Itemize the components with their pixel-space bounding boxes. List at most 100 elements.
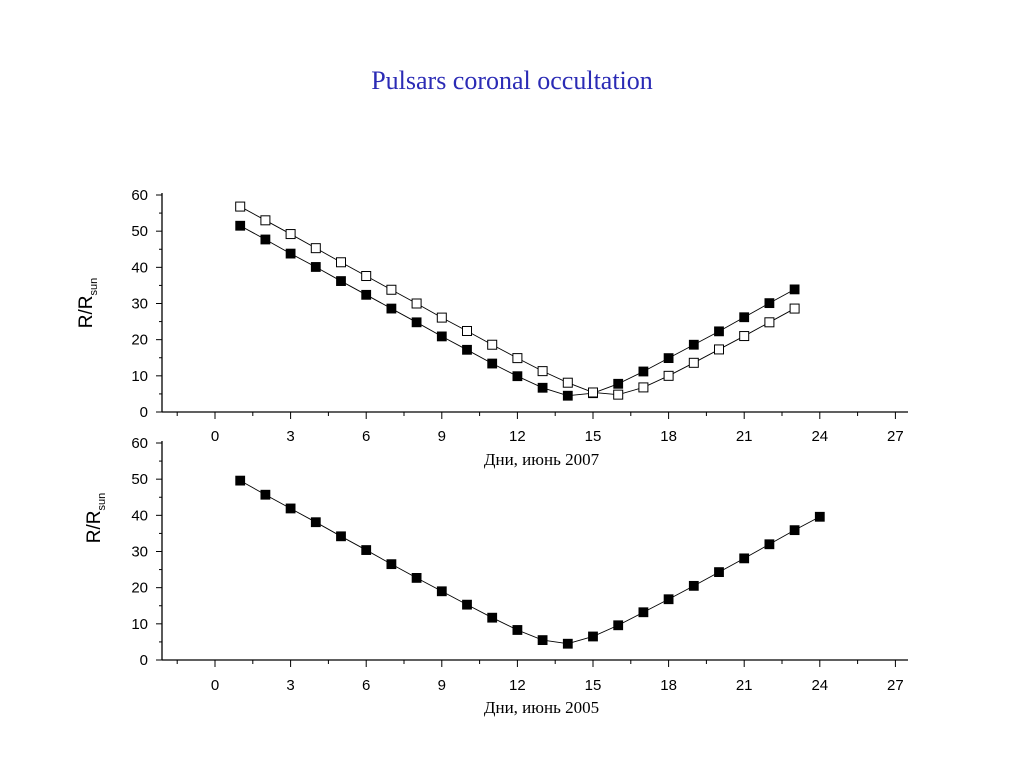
series-line bbox=[239, 225, 795, 397]
y-tick-label: 30 bbox=[131, 296, 148, 313]
x-tick-label: 27 bbox=[887, 677, 904, 694]
data-point-filled bbox=[663, 594, 674, 605]
x-tick-label: 15 bbox=[585, 428, 602, 445]
data-point-open bbox=[285, 229, 296, 240]
x-tick-label: 0 bbox=[211, 428, 219, 445]
data-point-filled bbox=[487, 358, 498, 369]
data-point-open bbox=[613, 389, 624, 400]
y-tick-label: 60 bbox=[131, 435, 148, 452]
y-tick-label: 20 bbox=[131, 580, 148, 597]
x-tick-label: 18 bbox=[660, 677, 677, 694]
data-point-filled bbox=[235, 475, 246, 486]
x-tick-label: 12 bbox=[509, 677, 526, 694]
data-point-filled bbox=[688, 580, 699, 591]
data-point-filled bbox=[462, 599, 472, 610]
data-point-open bbox=[260, 215, 271, 226]
y-tick-label: 20 bbox=[131, 332, 148, 349]
x-tick-label: 24 bbox=[811, 428, 828, 445]
y-tick-label: 30 bbox=[131, 544, 148, 561]
x-tick-label: 21 bbox=[736, 428, 753, 445]
y-tick-label: 10 bbox=[131, 616, 148, 633]
data-point-open bbox=[436, 312, 447, 323]
data-point-open bbox=[462, 325, 472, 336]
data-point-filled bbox=[436, 586, 447, 597]
data-point-filled bbox=[411, 317, 422, 328]
slide-title: Pulsars coronal occultation bbox=[371, 66, 653, 95]
x-tick-label: 3 bbox=[286, 677, 294, 694]
data-point-filled bbox=[714, 326, 724, 337]
y-tick-label: 0 bbox=[140, 404, 148, 421]
y-axis-title-sub: sun bbox=[88, 278, 100, 296]
series-line bbox=[239, 206, 795, 396]
data-point-open bbox=[487, 339, 498, 350]
x-axis-title: Дни, июнь 2007 bbox=[484, 450, 600, 469]
chart-panel-2005: 0 10 20 30 40 50 60 0 3 6 9 12 15 18 21 24 27 Дни, июнь 2… bbox=[84, 435, 908, 717]
data-point-open bbox=[588, 387, 598, 398]
y-axis-title-main: R/R bbox=[76, 296, 97, 329]
y-axis-title: R/Rsun bbox=[76, 278, 100, 328]
data-point-filled bbox=[562, 390, 573, 401]
chart-panel-2007: 0 10 20 30 40 50 60 0 3 6 9 12 15 18 21 24 27 Дни, июнь 2… bbox=[76, 187, 908, 469]
data-point-open bbox=[537, 366, 548, 377]
data-point-open bbox=[714, 344, 724, 355]
data-point-open bbox=[310, 243, 321, 254]
data-point-filled bbox=[688, 339, 699, 350]
data-point-filled bbox=[512, 371, 523, 382]
data-point-filled bbox=[310, 262, 321, 272]
data-point-filled bbox=[260, 489, 271, 500]
data-point-open bbox=[663, 370, 674, 381]
x-tick-label: 0 bbox=[211, 677, 219, 694]
data-point-open bbox=[512, 353, 523, 364]
data-point-open bbox=[336, 257, 346, 268]
x-tick-label: 12 bbox=[509, 428, 526, 445]
data-point-filled bbox=[588, 631, 598, 642]
data-point-filled bbox=[260, 234, 271, 245]
x-tick-label: 24 bbox=[811, 677, 828, 694]
data-point-filled bbox=[613, 620, 624, 631]
data-point-filled bbox=[537, 635, 548, 646]
y-axis-title-sub: sun bbox=[96, 493, 108, 511]
data-point-open bbox=[789, 303, 800, 314]
x-tick-label: 27 bbox=[887, 428, 904, 445]
data-point-open bbox=[739, 331, 750, 342]
data-point-filled bbox=[739, 553, 750, 564]
data-point-filled bbox=[285, 503, 296, 514]
data-point-filled bbox=[310, 517, 321, 528]
data-point-open bbox=[361, 271, 372, 282]
data-point-filled bbox=[361, 289, 372, 300]
x-tick-label: 21 bbox=[736, 677, 753, 694]
data-point-filled bbox=[462, 344, 472, 355]
data-point-filled bbox=[285, 248, 296, 259]
x-tick-label: 18 bbox=[660, 428, 677, 445]
y-tick-label: 50 bbox=[131, 471, 148, 488]
y-tick-label: 40 bbox=[131, 507, 148, 524]
data-point-filled bbox=[764, 298, 775, 309]
data-point-open bbox=[235, 201, 246, 212]
data-point-filled bbox=[764, 539, 775, 550]
data-point-filled bbox=[436, 331, 447, 342]
y-tick-label: 50 bbox=[131, 223, 148, 240]
x-tick-label: 15 bbox=[585, 677, 602, 694]
x-tick-label: 9 bbox=[438, 428, 446, 445]
y-tick-label: 10 bbox=[131, 368, 148, 385]
data-point-filled bbox=[562, 638, 573, 649]
data-point-filled bbox=[814, 511, 825, 522]
data-point-filled bbox=[487, 612, 498, 623]
y-tick-label: 40 bbox=[131, 259, 148, 276]
data-point-filled bbox=[386, 303, 397, 314]
data-point-open bbox=[562, 377, 573, 388]
y-axis-title-main: R/R bbox=[84, 511, 105, 544]
data-point-open bbox=[688, 357, 699, 368]
data-point-open bbox=[764, 317, 775, 328]
data-point-filled bbox=[613, 378, 624, 389]
data-point-filled bbox=[739, 312, 750, 323]
x-tick-label: 3 bbox=[286, 428, 294, 445]
y-axis-title: R/Rsun bbox=[84, 493, 108, 543]
data-point-filled bbox=[386, 559, 397, 570]
data-point-filled bbox=[235, 220, 246, 231]
x-tick-label: 9 bbox=[438, 677, 446, 694]
x-tick-label: 6 bbox=[362, 677, 370, 694]
data-point-open bbox=[638, 382, 649, 393]
x-axis-title: Дни, июнь 2005 bbox=[484, 698, 599, 717]
